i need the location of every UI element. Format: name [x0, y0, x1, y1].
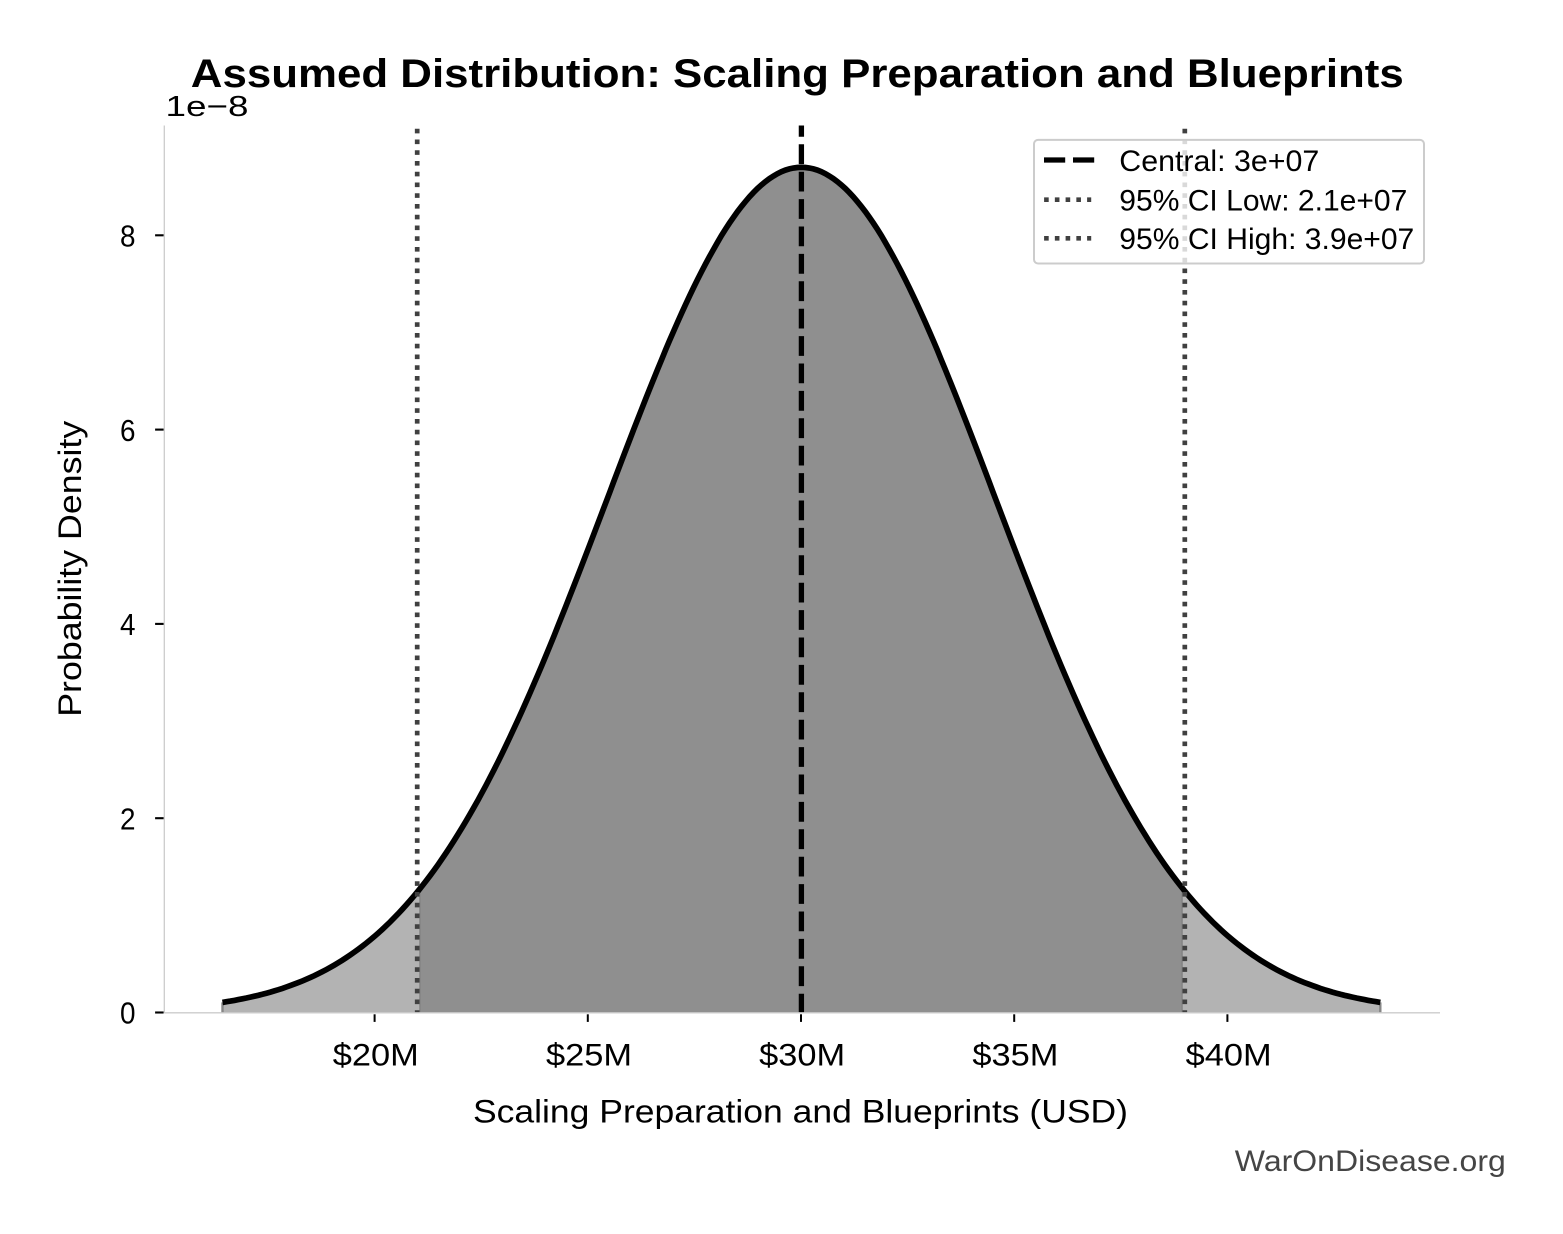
svg-text:WarOnDisease.org: WarOnDisease.org	[1235, 1145, 1506, 1178]
svg-text:$30M: $30M	[759, 1037, 845, 1073]
svg-text:0: 0	[120, 997, 136, 1031]
svg-text:$40M: $40M	[1186, 1037, 1272, 1073]
svg-text:6: 6	[120, 414, 136, 448]
svg-text:$35M: $35M	[972, 1037, 1058, 1073]
svg-text:1e−8: 1e−8	[166, 91, 249, 123]
svg-text:95% CI High: 3.9e+07: 95% CI High: 3.9e+07	[1119, 223, 1414, 256]
svg-text:$25M: $25M	[546, 1037, 632, 1073]
svg-text:Central: 3e+07: Central: 3e+07	[1119, 145, 1319, 178]
svg-text:8: 8	[120, 220, 136, 254]
svg-text:Assumed Distribution: Scaling: Assumed Distribution: Scaling Preparatio…	[191, 52, 1404, 96]
svg-text:$20M: $20M	[333, 1037, 419, 1073]
svg-text:95% CI Low: 2.1e+07: 95% CI Low: 2.1e+07	[1119, 184, 1407, 217]
svg-text:Scaling Preparation and Bluepr: Scaling Preparation and Blueprints (USD)	[473, 1093, 1128, 1129]
svg-text:2: 2	[120, 802, 136, 836]
svg-text:Probability Density: Probability Density	[52, 420, 88, 717]
svg-text:4: 4	[120, 608, 136, 642]
